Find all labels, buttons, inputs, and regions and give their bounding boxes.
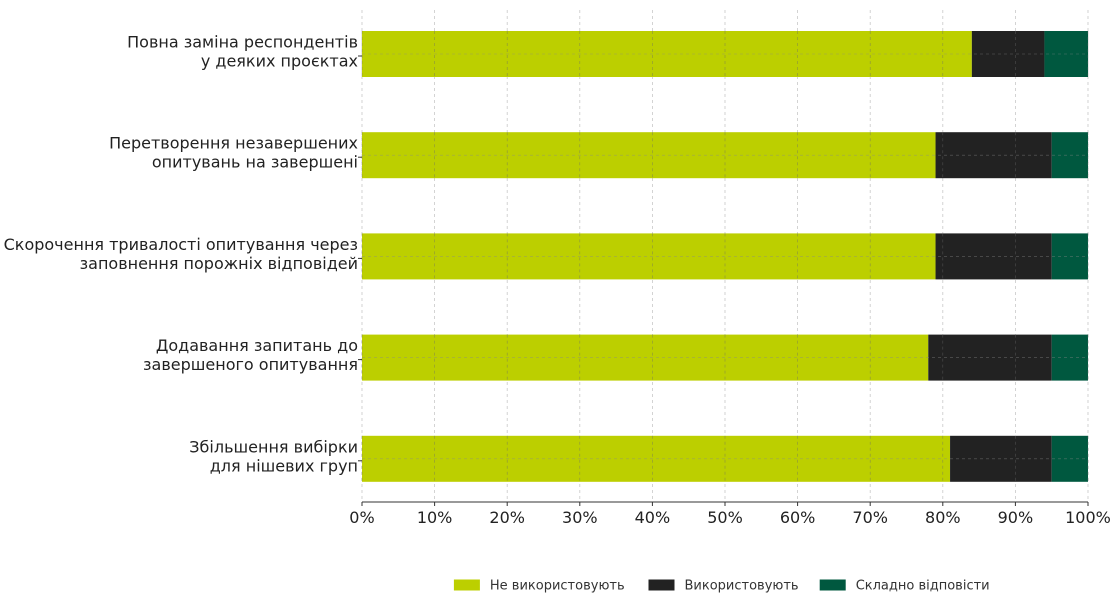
legend-label: Використовують — [685, 579, 799, 594]
category-label-line: у деяких проєктах — [201, 52, 358, 71]
category-label-line: Збільшення вибірки — [189, 437, 358, 456]
category-label: Скорочення тривалості опитування через за… — [4, 235, 358, 273]
bar-segment — [1051, 334, 1088, 381]
category-label-line: Повна заміна респондентів — [127, 33, 358, 52]
legend-swatch — [648, 579, 675, 591]
category-label-line: Скорочення тривалості опитування через — [4, 235, 358, 254]
bar-segment — [971, 31, 1045, 77]
legend: Не використовують Використовують Складно в… — [453, 579, 990, 594]
category-label-line: Додавання запитань до — [156, 336, 358, 355]
x-tick-label: 0% — [349, 508, 374, 527]
bar-segment — [362, 233, 936, 280]
bar-segment — [1051, 435, 1088, 482]
bar-segment — [1051, 233, 1088, 280]
category-label: Повна заміна респондентів у деяких проєкт… — [127, 33, 358, 71]
axes: 0% 10% 20% 30% 40% 50% 60% 70% 80% 90% 100% — [349, 55, 1111, 527]
legend-swatch — [819, 579, 846, 591]
bar-segment — [928, 334, 1052, 381]
category-label: Збільшення вибірки для нішевих груп — [189, 437, 358, 475]
x-tick-label: 70% — [852, 508, 888, 527]
legend-swatch — [453, 579, 480, 591]
category-label-line: Перетворення незавершених — [109, 134, 358, 153]
category-label: Додавання запитань до завершеного опитува… — [143, 336, 358, 374]
category-label-line: заповнення порожніх відповідей — [80, 254, 358, 273]
legend-label: Складно відповісти — [856, 579, 990, 594]
category-label-line: опитувань на завершені — [152, 153, 358, 172]
category-label: Перетворення незавершених опитувань на за… — [109, 134, 358, 172]
x-tick-label: 30% — [562, 508, 598, 527]
x-tick-label: 20% — [489, 508, 525, 527]
bar-segment — [1051, 132, 1088, 179]
x-tick-label: 60% — [780, 508, 816, 527]
category-label-line: для нішевих груп — [210, 456, 358, 475]
x-tick-label: 80% — [925, 508, 961, 527]
category-label-line: завершеного опитування — [143, 355, 358, 374]
category-labels: Повна заміна респондентів у деяких проєкт… — [4, 33, 358, 476]
x-tick-label: 50% — [707, 508, 743, 527]
x-tick-label: 10% — [417, 508, 453, 527]
x-tick-label: 90% — [998, 508, 1034, 527]
bar-segment — [362, 132, 936, 179]
x-tick-label: 100% — [1065, 508, 1111, 527]
grid-overlay — [361, 31, 1089, 482]
x-tick-label: 40% — [635, 508, 671, 527]
legend-label: Не використовують — [490, 579, 625, 594]
